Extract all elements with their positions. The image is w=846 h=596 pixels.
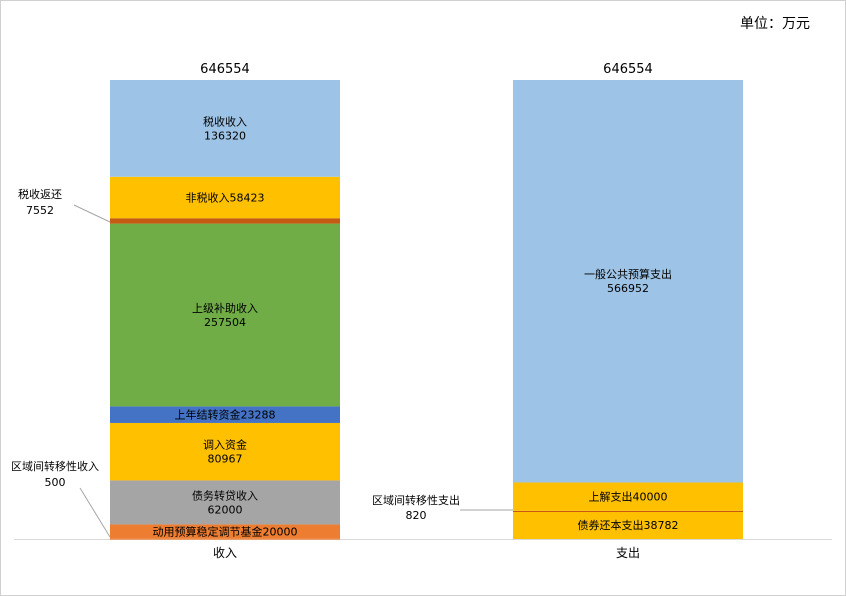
- bar-segment-nontax: [110, 176, 340, 219]
- bar-segment-interregional_in: [110, 538, 340, 540]
- annotation-value-interregional_in: 500: [45, 476, 66, 489]
- bar-segment-fund: [110, 524, 340, 539]
- annotation-label-interregional_in: 区域间转移性收入: [11, 459, 99, 473]
- segment-label-fund: 动用预算稳定调节基金20000: [153, 525, 298, 539]
- category-label-0: 收入: [213, 546, 237, 560]
- bar-segment-repay: [513, 511, 743, 539]
- stack-total-0: 646554: [200, 62, 250, 77]
- segment-value-subsidy: 257504: [204, 316, 246, 329]
- bar-segment-taxrefund: [110, 218, 340, 224]
- stack-total-1: 646554: [603, 62, 653, 77]
- segment-value-tax: 136320: [204, 129, 246, 142]
- segment-label-remit: 上解支出40000: [589, 490, 668, 504]
- segment-label-repay: 债券还本支出38782: [578, 518, 679, 532]
- segment-label-carryover: 上年结转资金23288: [175, 408, 276, 422]
- bar-segment-remit: [513, 482, 743, 511]
- annotation-leader-interregional_in: [79, 487, 111, 538]
- unit-label: 单位：万元: [740, 16, 810, 32]
- bar-segment-transfer: [110, 422, 340, 481]
- segment-label-nontax: 非税收入58423: [186, 191, 265, 205]
- segment-value-bond: 62000: [208, 503, 243, 516]
- annotation-value-taxrefund: 7552: [26, 204, 54, 217]
- segment-label-subsidy: 上级补助收入: [192, 301, 258, 315]
- bar-segment-carryover: [110, 406, 340, 423]
- bar-segment-general: [513, 80, 743, 483]
- annotation-label-taxrefund: 税收返还: [18, 187, 62, 201]
- bar-segment-tax: [110, 80, 340, 177]
- annotation-leader-taxrefund: [73, 204, 111, 223]
- category-label-1: 支出: [616, 546, 640, 560]
- bar-segment-subsidy: [110, 223, 340, 407]
- annotation-value-interregional_out: 820: [406, 509, 427, 522]
- bar-segment-interregional_out: [513, 510, 743, 512]
- segment-label-general: 一般公共预算支出: [584, 267, 672, 281]
- segment-label-bond: 债务转贷收入: [192, 488, 258, 502]
- segment-value-transfer: 80967: [208, 453, 243, 466]
- segment-label-tax: 税收收入: [203, 114, 247, 128]
- annotation-label-interregional_out: 区域间转移性支出: [372, 493, 460, 507]
- segment-value-general: 566952: [607, 282, 649, 295]
- bar-segment-bond: [110, 480, 340, 525]
- segment-label-transfer: 调入资金: [203, 438, 247, 452]
